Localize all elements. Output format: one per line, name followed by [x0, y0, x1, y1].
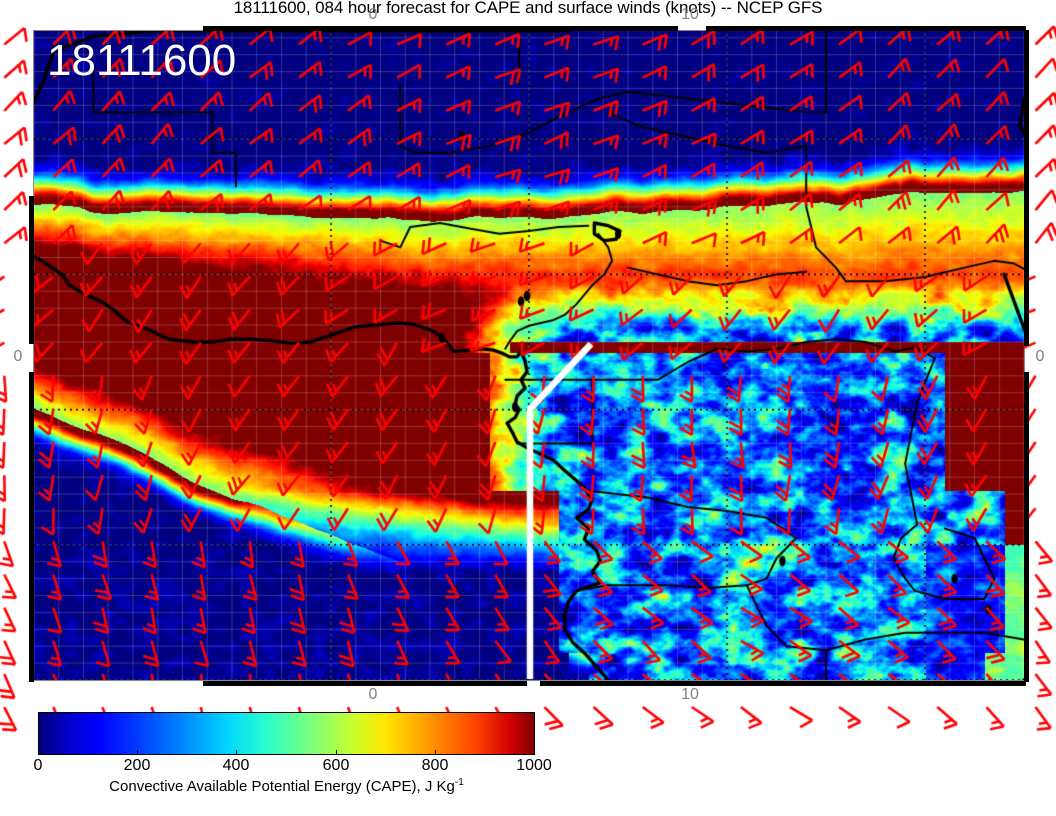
page-title: 18111600, 084 hour forecast for CAPE and…	[233, 0, 823, 17]
colorbar-tick	[38, 750, 39, 755]
axis-bar-right-lower	[1024, 372, 1029, 682]
axis-bar-left	[29, 196, 34, 344]
colorbar-label-800: 800	[421, 757, 449, 774]
timestamp-overlay: 18111600	[47, 36, 237, 85]
axis-bar-top-right	[706, 26, 1026, 31]
colorbar-gradient	[38, 712, 535, 755]
colorbar-tick	[336, 750, 337, 755]
tick-label-top-0: 0	[368, 6, 378, 23]
colorbar-tick	[137, 750, 138, 755]
colorbar-label-200: 200	[123, 757, 151, 774]
tick-label-top-10: 10	[681, 6, 699, 23]
colorbar-tick	[236, 750, 237, 755]
tick-label-left-0: 0	[13, 348, 23, 365]
colorbar-caption-text: Convective Available Potential Energy (C…	[109, 778, 455, 795]
transect-line-layer	[34, 31, 1024, 680]
colorbar-label-600: 600	[322, 757, 350, 774]
cape-heatmap-canvas	[34, 31, 1024, 680]
axis-bar-left-lower	[29, 372, 34, 682]
axis-bar-bottom	[203, 681, 527, 686]
colorbar-tick	[534, 750, 535, 755]
colorbar-caption: Convective Available Potential Energy (C…	[38, 777, 535, 795]
axis-bar-top	[203, 26, 678, 31]
map-plot-frame	[33, 30, 1025, 681]
colorbar-label-1000: 1000	[516, 757, 552, 774]
axis-bar-bottom-right	[540, 681, 1026, 686]
colorbar	[38, 712, 535, 755]
tick-label-bottom-10: 10	[681, 686, 699, 703]
tick-label-right-0: 0	[1035, 348, 1045, 365]
colorbar-label-400: 400	[222, 757, 250, 774]
colorbar-label-0: 0	[33, 757, 43, 774]
axis-bar-right	[1024, 30, 1029, 346]
colorbar-tick	[435, 750, 436, 755]
colorbar-caption-exponent: -1	[454, 777, 464, 788]
tick-label-bottom-0: 0	[368, 686, 378, 703]
